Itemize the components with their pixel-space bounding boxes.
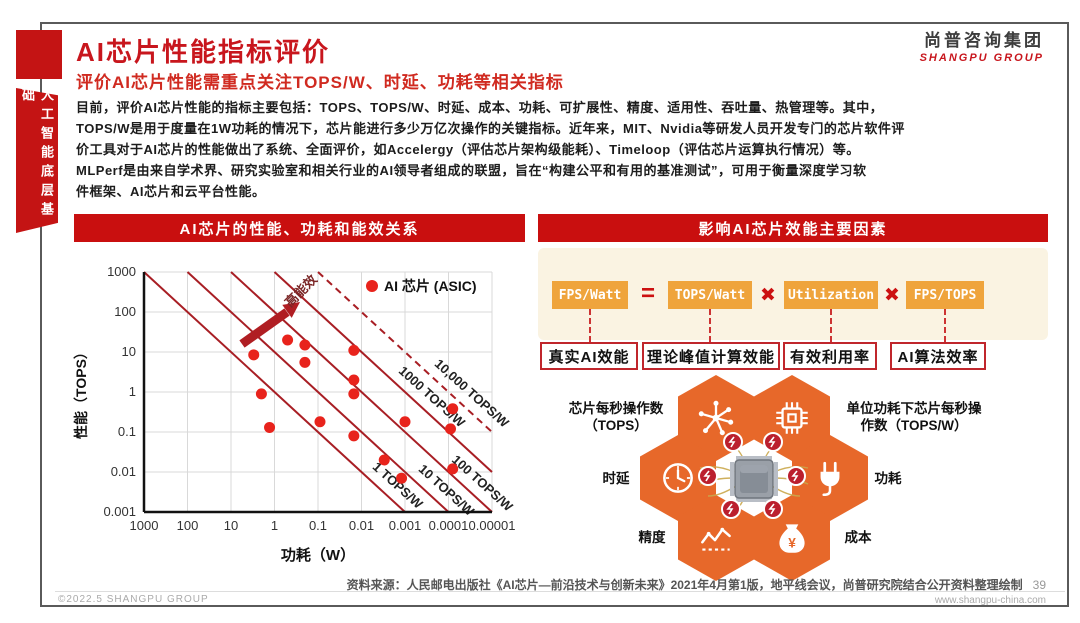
svg-text:100: 100: [177, 518, 199, 533]
svg-text:1: 1: [129, 384, 136, 399]
connector-badge-4: [786, 466, 806, 486]
label-precision: 精度: [638, 530, 666, 545]
label-power: 功耗: [874, 471, 902, 486]
page-title: AI芯片性能指标评价: [76, 37, 331, 67]
svg-text:性能（TOPS）: 性能（TOPS）: [73, 345, 89, 439]
page-subtitle: 评价AI芯片性能需重点关注TOPS/W、时延、功耗等相关指标: [76, 73, 564, 92]
connector-badge-1: [723, 432, 743, 452]
formula-term-fps-watt: FPS/Watt: [552, 281, 628, 309]
formula-connector-3: [830, 309, 832, 342]
connector-badge-2: [763, 432, 783, 452]
label-tops-per-watt: 单位功耗下芯片每秒操 作数（TOPS/W）: [846, 401, 982, 433]
performance-power-chart: 1 TOPS/W 10 TOPS/W 100 TOPS/W 1000 TOPS/W 10…: [70, 246, 530, 580]
spark-icon: [768, 436, 776, 448]
label-cost: 成本: [844, 530, 872, 545]
caption-utilization-rate: 有效利用率: [783, 342, 877, 370]
svg-text:1: 1: [271, 518, 278, 533]
website-text: www.shangpu-china.com: [934, 595, 1046, 606]
intro-paragraph: 目前，评价AI芯片性能的指标主要包括：TOPS、TOPS/W、时延、成本、功耗、…: [76, 100, 905, 199]
multiply-operator-1: ✖: [760, 284, 776, 306]
spark-icon: [791, 470, 799, 482]
spark-icon: [726, 503, 734, 515]
connector-badge-6: [763, 499, 783, 519]
left-section-header: AI芯片的性能、功耗和能效关系: [74, 214, 525, 242]
svg-text:1000: 1000: [130, 518, 159, 533]
clock-icon: [663, 463, 693, 493]
spark-icon: [703, 470, 711, 482]
svg-text:功耗（W）: 功耗（W）: [281, 546, 355, 564]
neural-network-icon: [698, 400, 734, 436]
copyright-text: ©2022.5 SHANGPU GROUP: [58, 594, 209, 605]
company-logo: 尚普咨询集团 SHANGPU GROUP: [920, 26, 1044, 64]
svg-text:0.01: 0.01: [349, 518, 374, 533]
formula-connector-4: [944, 309, 946, 342]
spark-icon: [728, 436, 736, 448]
svg-text:10: 10: [224, 518, 238, 533]
svg-text:10,000 TOPS/W: 10,000 TOPS/W: [432, 356, 513, 431]
formula-connector-2: [709, 309, 711, 342]
formula-term-utilization: Utilization: [784, 281, 878, 309]
svg-text:10: 10: [122, 344, 136, 359]
svg-text:0.00001: 0.00001: [469, 518, 516, 533]
source-row: 资料来源：人民邮电出版社《AI芯片—前沿技术与创新未来》2021年4月第1版，地…: [347, 576, 1046, 593]
svg-text:0.001: 0.001: [389, 518, 422, 533]
caption-real-ai-efficiency: 真实AI效能: [540, 342, 638, 370]
svg-text:0.0001: 0.0001: [429, 518, 469, 533]
page-number: 39: [1032, 578, 1046, 592]
plug-icon: [820, 461, 840, 497]
equals-operator: =: [640, 280, 655, 307]
svg-text:0.1: 0.1: [309, 518, 327, 533]
svg-text:1 TOPS/W: 1 TOPS/W: [370, 459, 427, 512]
svg-text:¥: ¥: [788, 535, 796, 550]
svg-text:0.01: 0.01: [111, 464, 136, 479]
logo-cn-text: 尚普咨询集团: [924, 31, 1044, 50]
label-tops: 芯片每秒操作数 （TOPS）: [568, 401, 664, 433]
chip-icon: [776, 402, 808, 434]
svg-text:1000: 1000: [107, 264, 136, 279]
connector-badge-3: [698, 466, 718, 486]
right-section-header: 影响AI芯片效能主要因素: [538, 214, 1048, 242]
chapter-ribbon: 人工智能底层基础: [16, 88, 58, 233]
formula-term-fps-tops: FPS/TOPS: [906, 281, 984, 309]
svg-text:AI 芯片 (ASIC): AI 芯片 (ASIC): [384, 278, 477, 294]
connector-badge-5: [721, 499, 741, 519]
spark-icon: [768, 503, 776, 515]
svg-text:高能效: 高能效: [282, 271, 321, 310]
svg-text:0.001: 0.001: [103, 504, 136, 519]
logo-en-text: SHANGPU GROUP: [919, 52, 1044, 64]
caption-ai-algorithm-efficiency: AI算法效率: [890, 342, 986, 370]
caption-peak-compute-efficiency: 理论峰值计算效能: [642, 342, 780, 370]
formula-term-tops-watt: TOPS/Watt: [668, 281, 752, 309]
chart-icon: [701, 527, 731, 551]
svg-text:100: 100: [114, 304, 136, 319]
svg-text:0.1: 0.1: [118, 424, 136, 439]
label-latency: 时延: [602, 471, 630, 486]
source-text: 资料来源：人民邮电出版社《AI芯片—前沿技术与创新未来》2021年4月第1版，地…: [346, 578, 1023, 592]
multiply-operator-2: ✖: [884, 284, 900, 306]
footer-divider: [55, 591, 1065, 592]
left-accent-square: [16, 30, 62, 79]
formula-connector-1: [589, 309, 591, 342]
money-bag-icon: ¥: [779, 524, 805, 553]
chapter-ribbon-label: 人工智能底层基础: [20, 88, 54, 221]
